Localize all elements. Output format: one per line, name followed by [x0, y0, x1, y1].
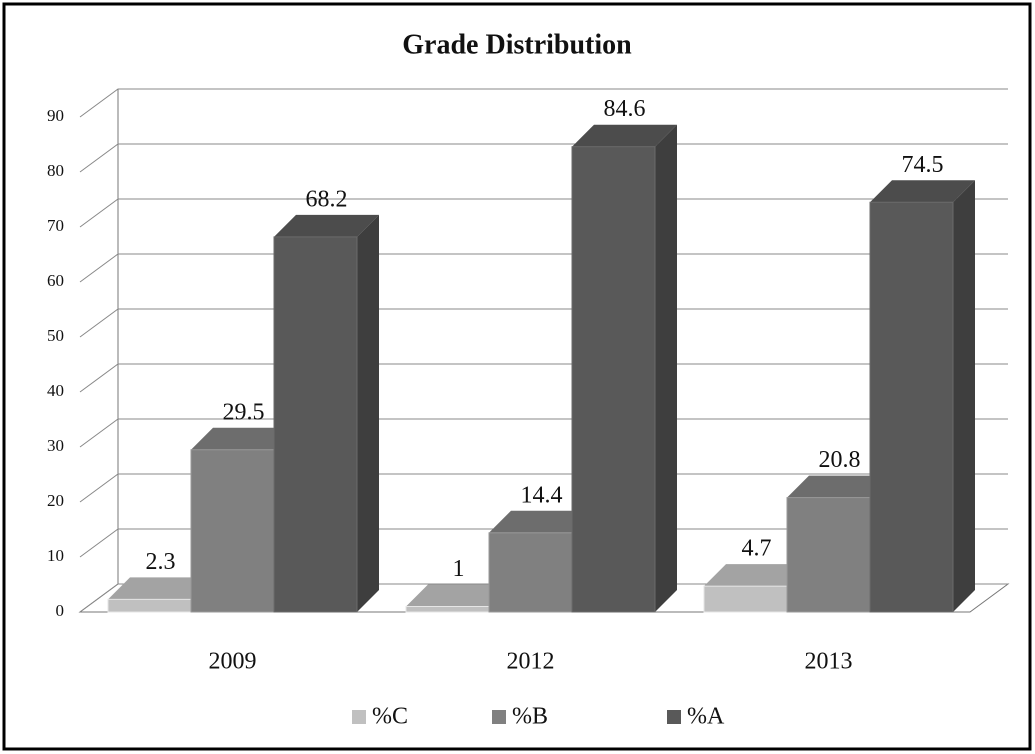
legend-swatch — [492, 710, 506, 724]
grid-line — [79, 88, 1008, 118]
data-label: 68.2 — [306, 186, 348, 212]
data-label: 74.5 — [902, 152, 944, 178]
bar-side — [357, 214, 379, 612]
bar — [571, 146, 656, 613]
legend-swatch — [352, 710, 366, 724]
x-tick-label: 2009 — [209, 649, 257, 675]
y-tick-label: 50 — [47, 326, 64, 345]
bar-side — [953, 180, 975, 612]
y-tick-label: 0 — [56, 601, 65, 620]
y-tick-label: 20 — [47, 491, 64, 510]
y-tick-label: 60 — [47, 271, 64, 290]
data-label: 14.4 — [521, 482, 563, 508]
bar-top — [704, 564, 809, 587]
bar-top — [870, 180, 975, 203]
data-label: 20.8 — [819, 447, 861, 473]
bar-top — [489, 510, 594, 533]
bar — [107, 598, 192, 613]
bar-top — [274, 214, 379, 237]
legend-swatch — [667, 710, 681, 724]
bar-top — [406, 584, 511, 607]
bar — [488, 532, 573, 613]
y-tick-label: 40 — [47, 381, 64, 400]
bar-top — [572, 124, 677, 147]
bar — [703, 585, 788, 613]
bar-top — [787, 475, 892, 498]
bar-top — [108, 577, 213, 600]
bar — [273, 236, 358, 613]
data-label: 4.7 — [742, 536, 772, 562]
y-tick-label: 80 — [47, 161, 64, 180]
grid-line — [79, 473, 1008, 503]
grid-line — [79, 528, 1008, 558]
data-label: 2.3 — [146, 549, 176, 575]
data-label: 84.6 — [604, 96, 646, 122]
bar-side — [655, 124, 677, 612]
x-tick-label: 2012 — [507, 649, 555, 675]
y-tick-label: 90 — [47, 106, 64, 125]
grid-line — [79, 308, 1008, 338]
legend-label: %B — [512, 704, 548, 730]
bar-top — [191, 427, 296, 450]
x-tick-label: 2013 — [805, 649, 853, 675]
y-tick-label: 10 — [47, 546, 64, 565]
data-label: 1 — [453, 556, 465, 582]
grid-line — [79, 418, 1008, 448]
grid-line — [79, 253, 1008, 283]
bar — [405, 606, 490, 613]
y-tick-label: 70 — [47, 216, 64, 235]
bar — [869, 201, 954, 613]
y-tick-label: 30 — [47, 436, 64, 455]
bar — [190, 449, 275, 613]
legend-label: %C — [372, 704, 408, 730]
data-label: 29.5 — [223, 399, 265, 425]
bar — [786, 497, 871, 613]
grid-line — [79, 143, 1008, 173]
chart-title: Grade Distribution — [402, 29, 632, 60]
grid-line — [79, 363, 1008, 393]
grid-line — [79, 198, 1008, 228]
legend-label: %A — [687, 704, 725, 730]
